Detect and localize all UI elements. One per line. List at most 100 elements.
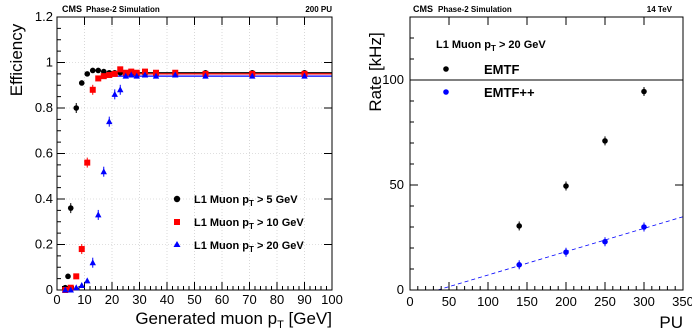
efficiency-point-s2 [95, 211, 102, 218]
rate-x-tick-label: 200 [555, 294, 577, 309]
efficiency-header-label: Phase-2 Simulation [86, 5, 160, 14]
rate-chart: 0 50 100 150 200 250 300 350 0 50 100 CMS Phase-2 … [366, 4, 692, 332]
efficiency-chart: 0 10 20 30 40 50 60 70 80 90 10000.20.40.60.811.2 … [7, 4, 343, 331]
rate-y-tick-label: 50 [390, 177, 404, 192]
efficiency-point-s2 [141, 71, 149, 78]
rate-x-tick-label: 100 [477, 294, 499, 309]
efficiency-y-tick-label: 0.4 [35, 191, 53, 206]
efficiency-y-axis-label: Efficiency [7, 23, 26, 96]
efficiency-point-s0 [78, 80, 85, 86]
rate-y-tick-label: 0 [397, 282, 404, 297]
efficiency-point-s1 [73, 273, 80, 280]
efficiency-header-right: 200 PU [305, 5, 332, 14]
efficiency-point-s0 [67, 205, 74, 211]
efficiency-point-s1 [100, 73, 107, 80]
efficiency-x-tick-label: 80 [270, 292, 284, 307]
rate-header-right: 14 TeV [647, 5, 673, 14]
rate-point-s0 [516, 223, 522, 229]
rate-point-s0 [563, 183, 569, 189]
legend-label-pt5: L1 Muon pT > 5 GeV [194, 194, 298, 208]
legend-marker-pt5 [173, 195, 181, 203]
efficiency-x-tick-label: 10 [77, 292, 91, 307]
legend-label-emtf: EMTF [484, 62, 519, 77]
efficiency-x-tick-label: 50 [187, 292, 201, 307]
efficiency-point-s1 [95, 75, 102, 82]
efficiency-x-axis-label: Generated muon pT [GeV] [135, 309, 332, 331]
efficiency-x-tick-label: 20 [105, 292, 119, 307]
rate-plot-frame [409, 16, 684, 291]
efficiency-point-s2 [133, 72, 140, 79]
efficiency-point-s2 [106, 118, 113, 125]
efficiency-point-s2 [84, 277, 91, 284]
efficiency-data-points [62, 66, 308, 293]
efficiency-point-s1 [78, 246, 85, 253]
efficiency-point-s0 [65, 273, 71, 280]
legend-marker-pt20 [173, 241, 181, 247]
efficiency-x-tick-label: 0 [53, 292, 60, 307]
rate-y-tick-label: 100 [382, 72, 404, 87]
efficiency-point-s2 [62, 286, 69, 293]
rate-point-s1 [516, 262, 522, 268]
efficiency-x-tick-label: 40 [160, 292, 174, 307]
efficiency-point-s2 [249, 72, 256, 79]
efficiency-point-s1 [117, 66, 124, 73]
efficiency-point-s0 [84, 71, 91, 77]
efficiency-header-experiment: CMS [62, 4, 82, 14]
efficiency-axis-ticks: 0 10 20 30 40 50 60 70 80 90 100 0 0.2 0.4 0.6 0.8 1 1.2 [35, 9, 343, 307]
legend-label-pt20: L1 Muon pT > 20 GeV [194, 240, 304, 254]
rate-data-points [516, 87, 647, 270]
rate-x-tick-label: 150 [516, 294, 538, 309]
efficiency-point-s2 [89, 259, 96, 266]
efficiency-point-s2 [172, 71, 179, 78]
efficiency-x-tick-label: 60 [215, 292, 229, 307]
efficiency-point-s2 [152, 72, 160, 79]
efficiency-point-s0 [95, 67, 102, 74]
rate-axis-ticks: 0 50 100 150 200 250 300 350 0 50 100 [382, 16, 692, 309]
efficiency-point-s2 [117, 86, 124, 93]
legend-label-emtfpp: EMTF++ [484, 85, 535, 100]
rate-x-tick-label: 50 [442, 294, 456, 309]
efficiency-x-tick-label: 90 [297, 292, 311, 307]
efficiency-point-s1 [111, 70, 118, 77]
efficiency-point-s2 [122, 72, 129, 79]
rate-point-s0 [641, 88, 647, 95]
efficiency-point-s2 [78, 281, 85, 288]
rate-header-experiment: CMS [413, 4, 433, 14]
efficiency-grid [57, 17, 332, 290]
efficiency-point-s0 [89, 67, 96, 74]
efficiency-x-tick-label: 100 [321, 292, 343, 307]
rate-point-s1 [602, 238, 608, 245]
rate-legend-title: L1 Muon pT > 20 GeV [436, 39, 546, 53]
rate-point-s1 [641, 224, 647, 230]
efficiency-point-s2 [128, 71, 135, 78]
rate-point-s1 [563, 249, 569, 255]
efficiency-point-s2 [67, 286, 74, 293]
efficiency-point-s2 [301, 72, 308, 79]
rate-x-tick-label: 350 [672, 294, 692, 309]
efficiency-y-tick-label: 0.6 [35, 146, 53, 161]
rate-point-s0 [602, 138, 608, 144]
legend-marker-pt10 [174, 219, 180, 225]
efficiency-y-tick-label: 1.2 [35, 9, 53, 24]
efficiency-y-tick-label: 1 [46, 55, 53, 70]
efficiency-y-tick-label: 0.8 [35, 100, 53, 115]
efficiency-x-tick-label: 70 [242, 292, 256, 307]
efficiency-point-s1 [106, 72, 113, 79]
efficiency-point-s2 [202, 72, 209, 79]
efficiency-point-s2 [100, 168, 107, 175]
rate-x-tick-label: 250 [594, 294, 616, 309]
rate-x-axis-label: PU [659, 313, 683, 332]
rate-y-axis-label: Rate [kHz] [366, 32, 385, 111]
rate-header-label: Phase-2 Simulation [438, 5, 512, 14]
efficiency-point-s1 [89, 86, 96, 93]
efficiency-plateau-lines [112, 72, 332, 77]
efficiency-legend: L1 Muon pT > 5 GeV L1 Muon pT > 10 GeV L… [173, 194, 304, 254]
efficiency-x-tick-label: 30 [132, 292, 146, 307]
legend-marker-emtfpp [443, 89, 449, 95]
rate-x-tick-label: 0 [406, 294, 413, 309]
efficiency-point-s0 [73, 105, 80, 111]
legend-marker-emtf [443, 66, 449, 72]
efficiency-y-tick-label: 0 [46, 282, 53, 297]
efficiency-y-tick-label: 0.2 [35, 237, 53, 252]
